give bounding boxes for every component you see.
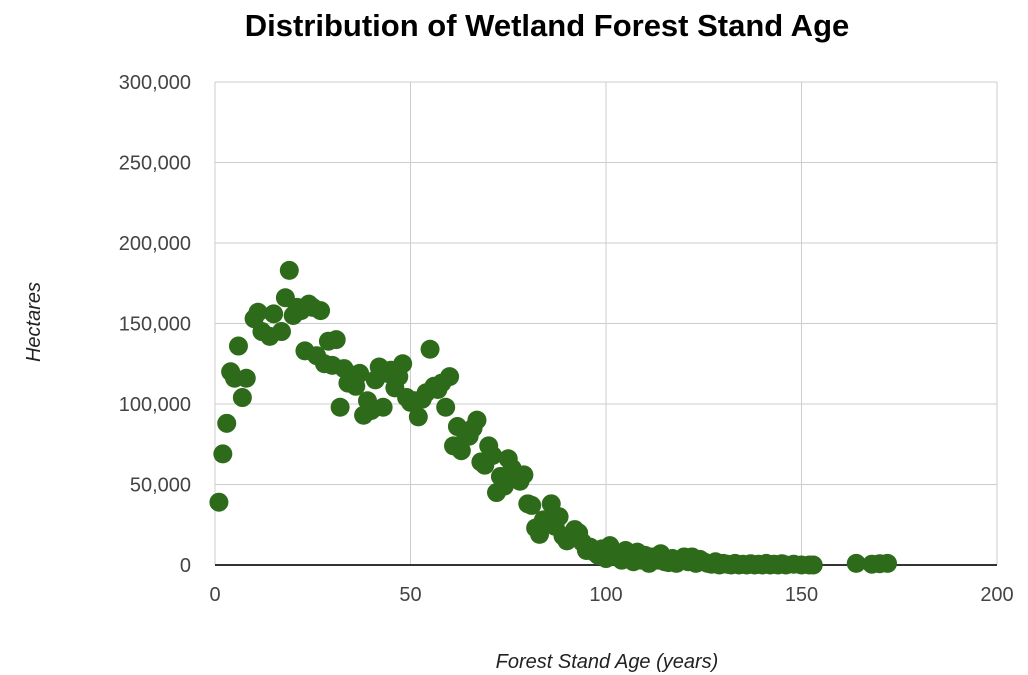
data-point — [271, 322, 291, 342]
y-tick-label: 300,000 — [119, 72, 191, 94]
data-point — [330, 397, 350, 417]
data-point — [373, 397, 393, 417]
chart-title: Distribution of Wetland Forest Stand Age — [244, 8, 850, 43]
data-point — [279, 260, 299, 280]
data-point — [350, 363, 370, 383]
data-points — [209, 260, 898, 575]
data-point — [326, 330, 346, 350]
data-point — [846, 553, 866, 573]
x-axis-ticks: 0 50 100 150 200 — [209, 584, 1013, 606]
x-tick-label: 150 — [785, 584, 818, 606]
data-point — [248, 302, 268, 322]
data-point — [440, 367, 460, 387]
y-tick-label: 150,000 — [119, 314, 191, 336]
y-tick-label: 0 — [180, 555, 191, 577]
data-point — [209, 492, 229, 512]
data-point — [228, 336, 248, 356]
data-point — [549, 507, 569, 527]
data-point — [483, 446, 503, 466]
data-point — [436, 397, 456, 417]
y-tick-label: 50,000 — [130, 475, 191, 497]
x-axis-label: Forest Stand Age (years) — [496, 651, 719, 673]
y-axis-label: Hectares — [23, 282, 45, 362]
x-tick-label: 200 — [980, 584, 1013, 606]
data-point — [522, 495, 542, 515]
x-tick-label: 50 — [399, 584, 421, 606]
data-point — [420, 339, 440, 359]
y-axis-ticks: 0 50,000 100,000 150,000 200,000 250,000 300,0… — [119, 72, 191, 577]
grid-layer — [214, 81, 998, 565]
data-point — [213, 444, 233, 464]
y-tick-label: 250,000 — [119, 153, 191, 175]
data-point — [878, 553, 898, 573]
data-point — [514, 465, 534, 485]
data-point — [236, 368, 256, 388]
y-tick-label: 200,000 — [119, 233, 191, 255]
y-tick-label: 100,000 — [119, 394, 191, 416]
data-point — [803, 555, 823, 575]
data-point — [451, 441, 471, 461]
data-point — [408, 407, 428, 427]
data-point — [264, 304, 284, 324]
x-tick-label: 100 — [589, 584, 622, 606]
data-point — [467, 410, 487, 430]
data-point — [393, 354, 413, 374]
data-point — [232, 388, 252, 408]
x-tick-label: 0 — [209, 584, 220, 606]
data-point — [311, 301, 331, 321]
data-point — [217, 413, 237, 433]
